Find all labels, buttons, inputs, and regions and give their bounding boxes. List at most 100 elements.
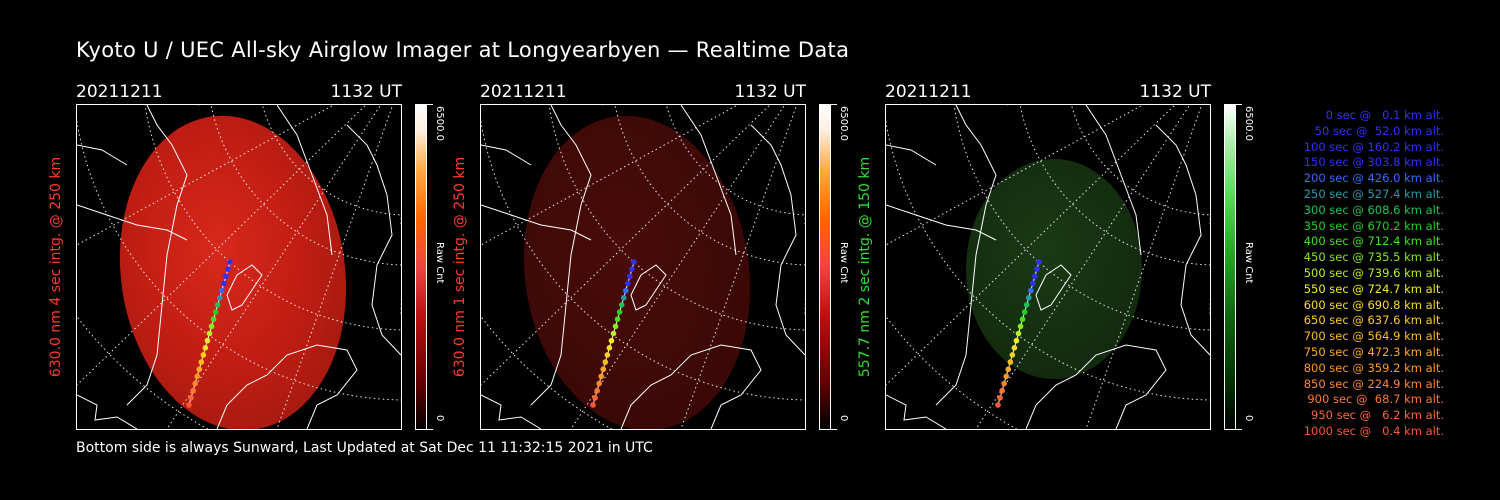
trajectory-point [202,345,209,351]
legend-row: 500 sec @ 739.6 km alt. [1303,265,1444,280]
colorbar-min: 0 [434,415,445,422]
trajectory-point [210,316,217,322]
trajectory-point [216,294,223,301]
trajectory-legend: 0 sec @ 0.1 km alt. 50 sec @ 52.0 km alt.… [1262,108,1444,440]
trajectory-point [1007,359,1014,365]
legend-row: 350 sec @ 670.2 km alt. [1303,218,1444,233]
panel-ylabel: 630.0 nm 4 sec intg. @ 250 km [48,156,64,378]
trajectory-point [625,280,631,287]
colorbar-unit: Raw Cnt [1243,242,1254,284]
trajectory-point [188,395,194,401]
trajectory-point [186,402,192,408]
trajectory-point [604,352,611,358]
legend-row: 900 sec @ 68.7 km alt. [1307,392,1444,407]
trajectory-point [1021,309,1028,315]
trajectory-point [1009,352,1016,358]
trajectory-point [221,280,227,287]
colorbar-green [1224,104,1236,430]
trajectory-point [1015,330,1022,337]
legend-row: 300 sec @ 608.6 km alt. [1303,202,1444,217]
trajectory-point [594,387,600,394]
trajectory-point [600,366,607,373]
trajectory-point [1023,302,1030,308]
trajectory-point [602,359,609,365]
trajectory-point [1030,280,1036,287]
trajectory-point [1003,373,1009,380]
trajectory-point [198,359,205,365]
trajectory-point [212,309,219,315]
trajectory-point [1017,323,1024,330]
panel-date: 20211211 [885,82,972,102]
allsky-image [480,104,806,430]
page-title: Kyoto U / UEC All-sky Airglow Imager at … [76,38,850,62]
legend-row: 650 sec @ 637.6 km alt. [1303,313,1444,328]
trajectory-point [1036,259,1042,265]
legend-row: 600 sec @ 690.8 km alt. [1303,297,1444,312]
trajectory-point [1025,294,1032,301]
colorbar-unit: Raw Cnt [434,242,445,284]
allsky-image [76,104,402,430]
trajectory-point [206,330,213,337]
trajectory-point [999,387,1005,394]
trajectory-point [618,302,625,308]
panel-date: 20211211 [76,82,163,102]
panel-ylabel: 630.0 nm 1 sec intg. @ 250 km [452,156,468,378]
footer-note: Bottom side is always Sunward, Last Upda… [76,440,653,456]
trajectory-point [214,302,221,308]
trajectory-point [227,259,233,265]
legend-row: 150 sec @ 303.8 km alt. [1303,155,1444,170]
trajectory-point [1005,366,1012,373]
panel-date: 20211211 [480,82,567,102]
legend-row: 950 sec @ 6.2 km alt. [1311,408,1444,423]
trajectory-point [590,402,596,408]
legend-row: 750 sec @ 472.3 km alt. [1303,344,1444,359]
legend-row: 0 sec @ 0.1 km alt. [1325,108,1444,122]
trajectory-point [192,380,198,387]
panel-time: 1132 UT [1139,82,1212,102]
panel-time: 1132 UT [734,82,807,102]
trajectory-point [194,373,200,380]
trajectory-point [620,294,627,301]
allsky-map-svg [886,105,1210,429]
trajectory-point [196,366,203,373]
trajectory-point [1013,337,1020,344]
trajectory-point [1028,287,1034,294]
legend-row: 200 sec @ 426.0 km alt. [1303,171,1444,186]
panel-ylabel: 557.7 nm 2 sec intg. @ 150 km [857,156,873,378]
legend-row: 850 sec @ 224.9 km alt. [1303,376,1444,391]
airglow-panel-557-2s: 20211211 1132 UT 557.7 nm 2 sec intg. @ … [857,82,1315,432]
allsky-image [885,104,1211,430]
trajectory-point [208,323,215,330]
trajectory-point [592,395,598,401]
trajectory-point [1011,345,1018,351]
legend-row: 550 sec @ 724.7 km alt. [1303,281,1444,296]
trajectory-point [598,373,604,380]
trajectory-point [223,273,229,280]
trajectory-point [219,287,225,294]
colorbar-min: 0 [1243,415,1254,422]
trajectory-point [225,266,231,272]
trajectory-point [1001,380,1007,387]
legend-row: 100 sec @ 160.2 km alt. [1303,139,1444,154]
trajectory-point [200,352,207,358]
trajectory-point [204,337,211,344]
trajectory-point [995,402,1001,408]
trajectory-point [627,273,633,280]
colorbar-max: 6500.0 [434,106,445,141]
colorbar-max: 6500.0 [838,106,849,141]
legend-row: 250 sec @ 527.4 km alt. [1303,186,1444,201]
legend-row: 50 sec @ 52.0 km alt. [1314,123,1444,138]
trajectory-point [596,380,602,387]
trajectory-point [623,287,629,294]
legend-row: 450 sec @ 735.5 km alt. [1303,250,1444,265]
trajectory-point [631,259,637,265]
trajectory-point [997,395,1003,401]
legend-row: 800 sec @ 359.2 km alt. [1303,360,1444,375]
panel-time: 1132 UT [330,82,403,102]
allsky-map-svg [77,105,401,429]
allsky-map-svg [481,105,805,429]
colorbar-unit: Raw Cnt [838,242,849,284]
trajectory-point [629,266,635,272]
trajectory-point [606,345,613,351]
colorbar-red [415,104,427,430]
